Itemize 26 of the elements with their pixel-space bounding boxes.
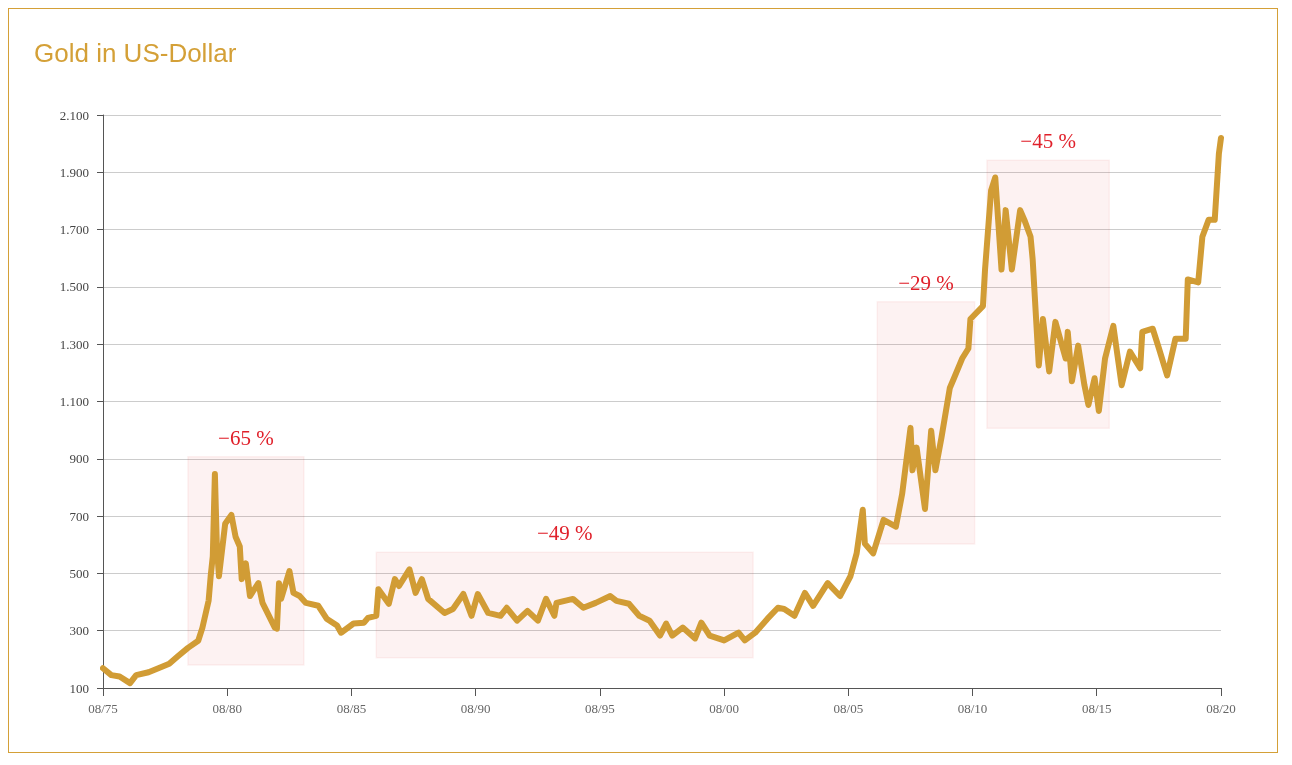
y-tick-label: 1.100: [59, 394, 89, 409]
x-tick-label: 08/00: [709, 701, 739, 716]
y-tick-label: 1.300: [59, 336, 89, 352]
band-label: −65 %: [218, 425, 274, 450]
x-tick-label: 08/15: [1081, 701, 1112, 716]
band-label: −49 %: [536, 520, 593, 545]
y-tick-label: 300: [69, 623, 89, 639]
x-tick-label: 08/05: [833, 701, 864, 716]
x-tick-label: 08/10: [957, 701, 988, 716]
band-label: −29 %: [898, 270, 954, 295]
y-tick-label: 1.500: [59, 279, 89, 295]
y-tick-label: 1.700: [59, 222, 89, 238]
x-tick-label: 08/80: [212, 701, 243, 716]
y-tick-label: 700: [69, 508, 89, 524]
y-tick-label: 2.100: [59, 107, 89, 123]
y-tick-label: 900: [69, 451, 89, 467]
chart-title: Gold in US-Dollar: [34, 38, 237, 68]
x-tick-label: 08/85: [336, 701, 367, 716]
y-tick-label: 100: [69, 680, 89, 696]
y-tick-label: 500: [69, 565, 89, 581]
x-tick-label: 08/75: [88, 701, 118, 716]
band-label: −45 %: [1020, 129, 1076, 154]
x-tick-label: 08/20: [1206, 701, 1236, 716]
y-tick-label: 1.900: [59, 164, 89, 180]
x-tick-label: 08/90: [460, 701, 491, 716]
x-tick-label: 08/95: [585, 701, 615, 716]
